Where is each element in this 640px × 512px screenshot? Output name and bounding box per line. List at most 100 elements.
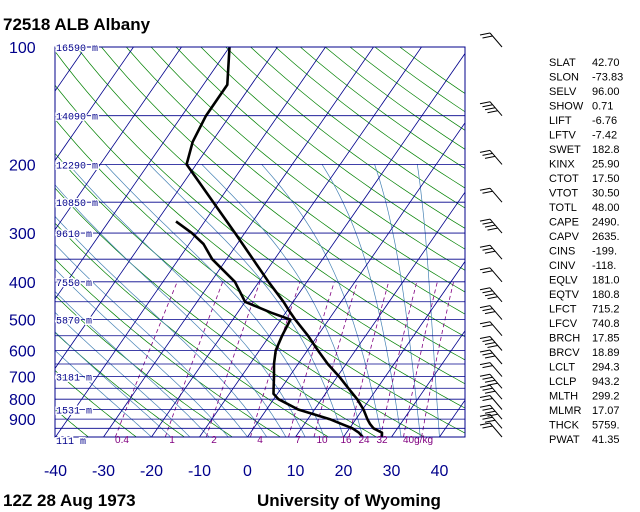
temperature-profile [185, 47, 384, 437]
wind-barb-staff [489, 395, 503, 410]
pressure-tick-label: 400 [9, 275, 36, 292]
plot-grid [55, 47, 465, 437]
dry-adiabat [275, 47, 465, 189]
index-name: LCLP [549, 376, 577, 388]
index-value: 180.8 [592, 289, 620, 301]
wind-barb-flag [487, 110, 498, 114]
pressure-tick-label: 700 [9, 370, 36, 387]
index-name: KINX [549, 159, 575, 171]
temperature-tick-label: 30 [383, 463, 401, 480]
index-name: CINS [549, 246, 575, 258]
dry-adiabat [300, 47, 465, 169]
index-value: -6.76 [592, 115, 617, 127]
index-value: 96.00 [592, 86, 620, 98]
wind-barb-flag [484, 410, 496, 414]
wind-barb [479, 349, 503, 365]
wind-barb-flag [482, 352, 493, 356]
wind-barb-flag [484, 224, 496, 228]
wind-barb-flag [479, 321, 491, 325]
wind-barb-staff [489, 218, 503, 234]
index-name: SLAT [549, 57, 576, 69]
mixing-ratio-label: 1 [169, 435, 175, 446]
mixing-ratio-label: 32 [376, 435, 388, 446]
wind-barb-staff [489, 150, 503, 165]
wind-barb-flag [482, 104, 493, 108]
index-value: 41.35 [592, 434, 620, 446]
wind-barb [479, 321, 503, 337]
wind-barb-staff [489, 305, 503, 320]
height-label: 12290 m [56, 161, 98, 172]
pressure-tick-label: 600 [9, 343, 36, 360]
isotherm [55, 47, 182, 231]
height-label: 3181 m [56, 374, 92, 385]
wind-barb-flag [482, 365, 493, 369]
wind-barb-flag [479, 244, 491, 248]
wind-barbs [479, 32, 503, 438]
index-value: 0.71 [592, 101, 613, 113]
wind-barb-flag [482, 416, 493, 420]
index-name: CINV [549, 260, 576, 272]
wind-barb [479, 244, 503, 260]
wind-barb-flag [479, 373, 491, 377]
wind-barb [479, 149, 503, 165]
wind-barb-flag [484, 155, 496, 159]
wind-barb [479, 101, 503, 117]
index-value: 5759. [592, 420, 620, 432]
wind-barb-staff [489, 384, 503, 400]
index-value: 943.2 [592, 376, 620, 388]
index-value: 42.70 [592, 57, 620, 69]
index-name: CTOT [549, 173, 579, 185]
mixing-ratio-label: 7 [295, 435, 301, 446]
height-label: 7550 m [56, 279, 92, 290]
pressure-tick-label: 800 [9, 392, 36, 409]
isotherm [391, 330, 465, 437]
isotherm [343, 260, 465, 437]
isotherm [199, 52, 465, 437]
index-value: 17.07 [592, 405, 620, 417]
height-label: 5870 m [56, 317, 92, 328]
index-name: SWET [549, 144, 581, 156]
wind-barb-flag [487, 413, 498, 417]
chart-title: 72518 ALB Albany [3, 15, 151, 34]
isotherm [151, 47, 422, 437]
mixing-ratio-label: 16 [340, 435, 352, 446]
wind-barb-flag [487, 296, 498, 300]
wind-barb-flag [482, 152, 493, 156]
temperature-tick-label: 20 [335, 463, 353, 480]
index-value: 182.8 [592, 144, 620, 156]
pressure-tick-label: 900 [9, 412, 36, 429]
wind-barb-flag [482, 190, 493, 194]
wind-barb-flag [487, 345, 498, 348]
mixing-ratio-label: 10 [316, 435, 328, 446]
index-value: 2635. [592, 231, 620, 243]
height-label: 111 m [56, 437, 86, 448]
moist-adiabat [374, 164, 421, 437]
index-value: 294.3 [592, 362, 620, 374]
wind-barb [479, 362, 503, 377]
wind-barb-flag [484, 355, 496, 359]
temperature-tick-label: -10 [188, 463, 211, 480]
wind-barb-flag [479, 404, 491, 408]
wind-barb-flag [484, 293, 496, 297]
wind-barb [479, 187, 503, 203]
index-value: -73.83 [592, 72, 623, 84]
moist-adiabat [149, 164, 344, 437]
wind-barb-flag [482, 290, 493, 294]
height-label: 10850 m [56, 199, 98, 210]
index-name: MLTH [549, 391, 578, 403]
dry-adiabat [55, 222, 329, 437]
index-name: EQLV [549, 275, 578, 287]
wind-barb-flag [484, 342, 496, 345]
index-value: 740.8 [592, 318, 620, 330]
wind-barb-flag [482, 270, 493, 274]
index-name: EQTV [549, 289, 580, 301]
wind-barb-staff [489, 404, 503, 420]
wind-barb-flag [484, 250, 496, 254]
wind-barb-flag [487, 382, 498, 386]
wind-barb-flag [479, 287, 491, 291]
index-name: VTOT [549, 188, 578, 200]
index-value: -199. [592, 246, 617, 258]
height-label: 14090 m [56, 113, 98, 124]
wind-barb [479, 404, 503, 420]
index-value: 299.2 [592, 391, 620, 403]
